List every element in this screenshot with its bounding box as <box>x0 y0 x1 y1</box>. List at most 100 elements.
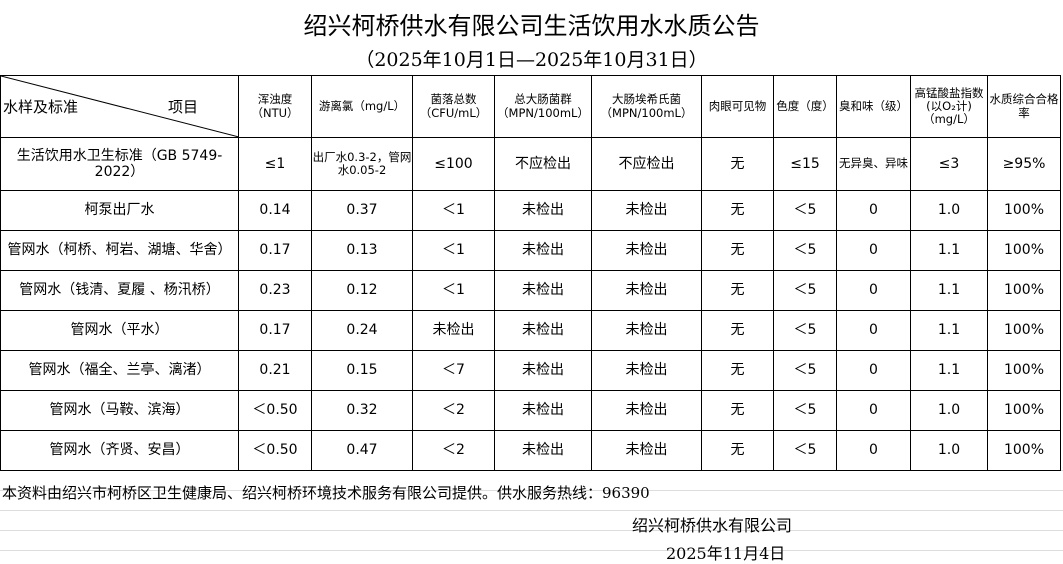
table-row: 管网水（马鞍、滨海） ＜0.50 0.32 ＜2 未检出 未检出无＜5 0 1.0 100% <box>0 390 1061 431</box>
sample-value: 无 <box>701 190 774 231</box>
sample-value: 未检出 <box>591 230 702 271</box>
sample-value: ＜5 <box>773 230 837 271</box>
table-row: 管网水（福全、兰亭、漓渚） 0.21 0.15 ＜7 未检出 未检出无＜5 0 1.1 100% <box>0 350 1061 391</box>
sample-value: 未检出 <box>494 230 592 271</box>
sample-value: 0.23 <box>238 270 312 311</box>
sample-value: ＜5 <box>773 390 837 431</box>
sample-value: 未检出 <box>494 270 592 311</box>
sample-value: ＜0.50 <box>238 430 312 471</box>
sample-value: 0.24 <box>311 310 413 351</box>
sample-value: 未检出 <box>494 350 592 391</box>
sample-value: 未检出 <box>494 390 592 431</box>
sample-value: 0.21 <box>238 350 312 391</box>
sample-value: 0.17 <box>238 230 312 271</box>
table-row: 管网水（钱清、夏履 、杨汛桥） 0.23 0.12 ＜1 未检出 未检出无＜5 0 1.1 10… <box>0 270 1061 311</box>
column-header: 色度（度） <box>773 75 837 138</box>
sample-value: 1.1 <box>910 270 988 311</box>
sample-value: 未检出 <box>494 190 592 231</box>
sample-value: 0.12 <box>311 270 413 311</box>
standard-value: ≥95% <box>987 137 1061 191</box>
sample-value: 未检出 <box>494 430 592 471</box>
table-row: 管网水（柯桥、柯岩、湖塘、华舍） 0.17 0.13 ＜1 未检出 未检出无＜5 0 1.1 1… <box>0 230 1061 271</box>
sample-value: 未检出 <box>591 350 702 391</box>
sample-value: 0 <box>836 390 911 431</box>
table-row: 管网水（齐贤、安昌） ＜0.50 0.47 ＜2 未检出 未检出无＜5 0 1.0 100% <box>0 430 1061 471</box>
sample-value: 未检出 <box>412 310 495 351</box>
sample-name: 管网水（马鞍、滨海） <box>0 390 239 431</box>
sample-value: 1.0 <box>910 390 988 431</box>
standard-row: 生活饮用水卫生标准（GB 5749-2022） ≤1 出厂水0.3-2，管网水0.0… <box>0 137 1061 191</box>
sample-name: 管网水（平水） <box>0 310 239 351</box>
sample-value: 无 <box>701 230 774 271</box>
sample-name: 柯泵出厂水 <box>0 190 239 231</box>
sample-value: 1.1 <box>910 350 988 391</box>
sample-value: 1.0 <box>910 190 988 231</box>
issue-date: 2025年11月4日 <box>666 544 786 563</box>
standard-value: 出厂水0.3-2，管网水0.05-2 <box>311 137 413 191</box>
standard-value: ≤1 <box>238 137 312 191</box>
sample-value: 0 <box>836 190 911 231</box>
sample-value: 0.17 <box>238 310 312 351</box>
sample-value: 100% <box>987 270 1061 311</box>
sample-value: ＜5 <box>773 430 837 471</box>
sample-value: 0.37 <box>311 190 413 231</box>
sample-value: 0 <box>836 230 911 271</box>
header-row: 水样及标准 项目 浑浊度（NTU） 游离氯（mg/L） 菌落总数（CFU/mL） 总大肠菌… <box>0 75 1061 138</box>
sample-name: 管网水（柯桥、柯岩、湖塘、华舍） <box>0 230 239 271</box>
organization-name: 绍兴柯桥供水有限公司 <box>632 516 793 535</box>
column-label: 项目 <box>167 98 198 116</box>
column-header: 肉眼可见物 <box>701 75 774 138</box>
column-header: 总大肠菌群（MPN/100mL） <box>494 75 592 138</box>
sample-value: 无 <box>701 310 774 351</box>
sample-value: ＜5 <box>773 310 837 351</box>
sample-name: 管网水（钱清、夏履 、杨汛桥） <box>0 270 239 311</box>
column-header: 游离氯（mg/L） <box>311 75 413 138</box>
standard-value: 不应检出 <box>494 137 592 191</box>
sample-value: ＜1 <box>412 230 495 271</box>
standard-value: 不应检出 <box>591 137 702 191</box>
column-header: 臭和味（级） <box>836 75 911 138</box>
sample-value: 无 <box>701 350 774 391</box>
sample-value: 1.1 <box>910 230 988 271</box>
source-note: 本资料由绍兴市柯桥区卫生健康局、绍兴柯桥环境技术服务有限公司提供。供水服务热线：… <box>2 484 650 502</box>
sample-value: 无 <box>701 430 774 471</box>
sample-value: ＜5 <box>773 190 837 231</box>
sheet-gridlines <box>0 470 1063 563</box>
column-header: 菌落总数（CFU/mL） <box>412 75 495 138</box>
sample-value: 0 <box>836 310 911 351</box>
sample-value: 100% <box>987 350 1061 391</box>
sample-value: 0.32 <box>311 390 413 431</box>
sample-name: 管网水（福全、兰亭、漓渚） <box>0 350 239 391</box>
sample-value: 1.1 <box>910 310 988 351</box>
page-title: 绍兴柯桥供水有限公司生活饮用水水质公告 <box>303 12 760 40</box>
standard-value: ≤3 <box>910 137 988 191</box>
sample-value: 0.13 <box>311 230 413 271</box>
sample-value: 100% <box>987 430 1061 471</box>
column-header: 水质综合合格率 <box>987 75 1061 138</box>
sample-value: 无 <box>701 390 774 431</box>
diagonal-header-cell: 水样及标准 项目 <box>0 75 239 138</box>
sample-value: 0.47 <box>311 430 413 471</box>
sample-name: 管网水（齐贤、安昌） <box>0 430 239 471</box>
standard-value: ≤15 <box>773 137 837 191</box>
table-row: 管网水（平水） 0.17 0.24 未检出 未检出 未检出无＜5 0 1.1 100% <box>0 310 1061 351</box>
page-subtitle: （2025年10月1日—2025年10月31日） <box>355 49 708 71</box>
column-header: 高锰酸盐指数(以O₂计)（mg/L） <box>910 75 988 138</box>
standard-value: 无异臭、异味 <box>836 137 911 191</box>
row-label: 水样及标准 <box>3 98 79 116</box>
sample-value: 100% <box>987 190 1061 231</box>
sample-value: ＜5 <box>773 270 837 311</box>
sample-value: ＜0.50 <box>238 390 312 431</box>
water-quality-table: 水样及标准 项目 浑浊度（NTU） 游离氯（mg/L） 菌落总数（CFU/mL） 总大肠菌… <box>0 75 1061 471</box>
column-header: 浑浊度（NTU） <box>238 75 312 138</box>
standard-value: 无 <box>701 137 774 191</box>
sample-value: 未检出 <box>591 390 702 431</box>
sample-value: 100% <box>987 390 1061 431</box>
sample-value: 0 <box>836 430 911 471</box>
sample-value: ＜5 <box>773 350 837 391</box>
sample-value: ＜1 <box>412 190 495 231</box>
sample-value: ＜2 <box>412 430 495 471</box>
sample-value: 100% <box>987 310 1061 351</box>
sample-value: ＜7 <box>412 350 495 391</box>
diagonal-line <box>1 76 239 137</box>
